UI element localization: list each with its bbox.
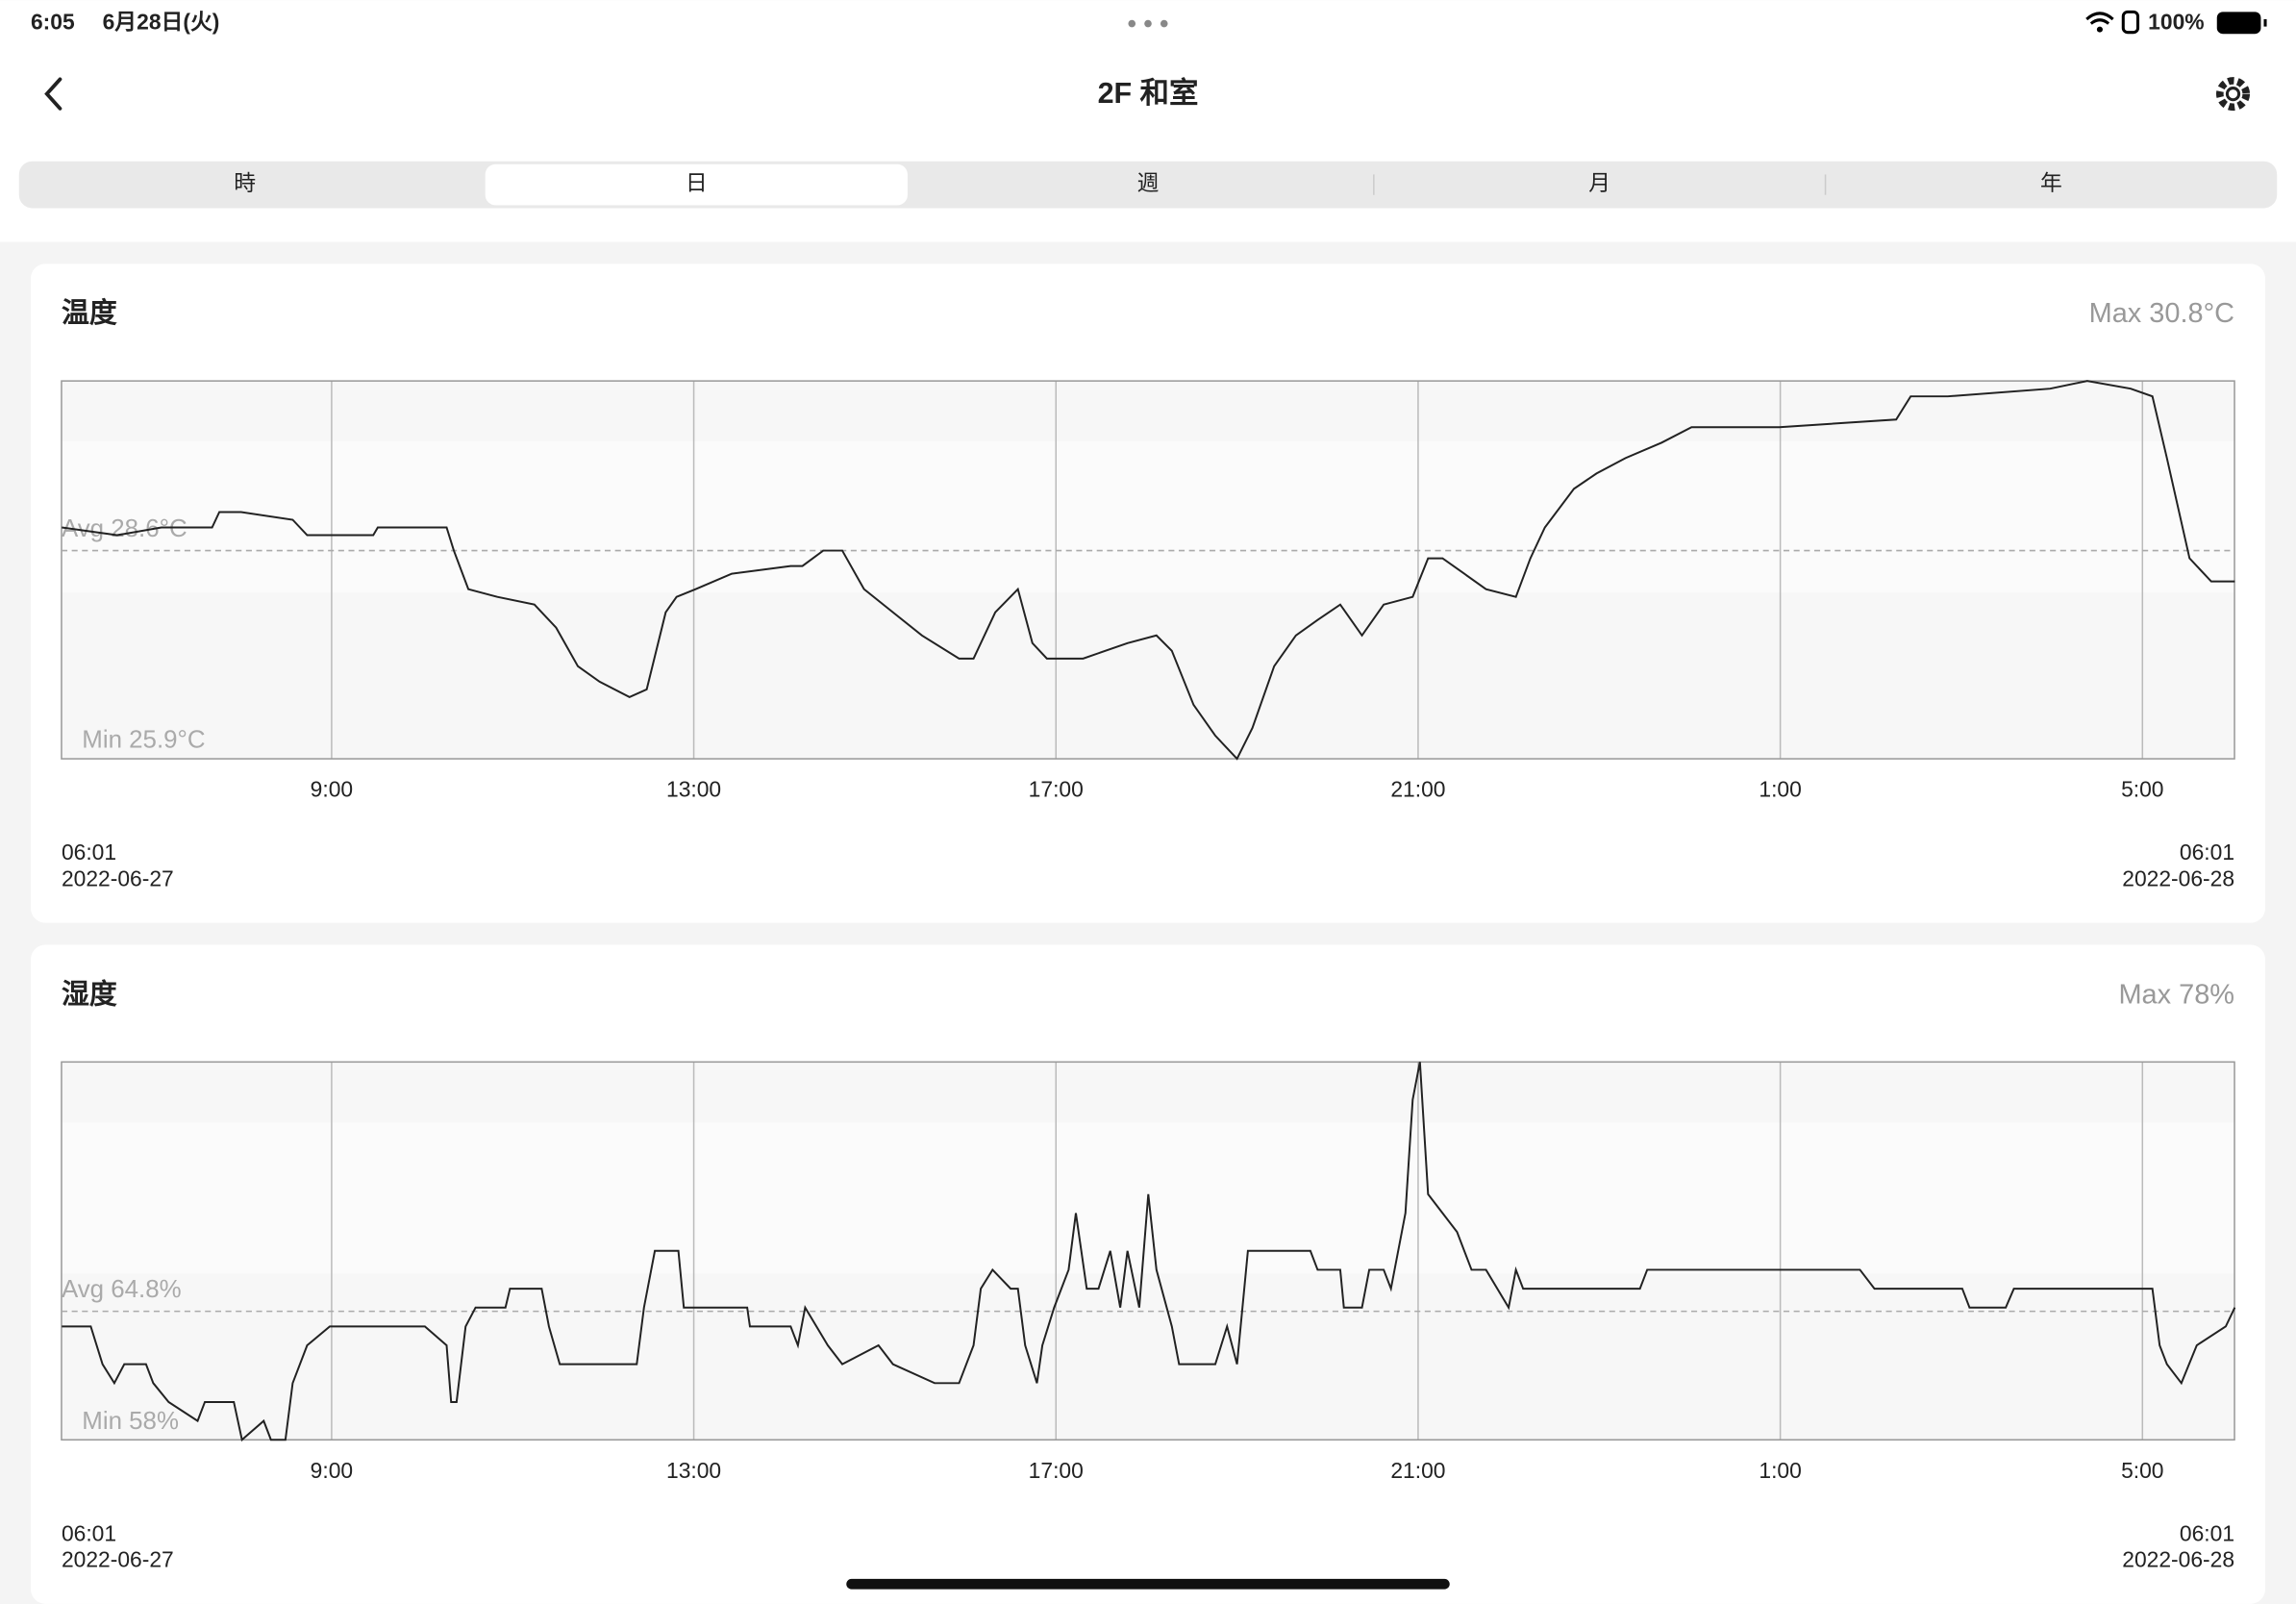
x-end-time: 06:01 xyxy=(2180,1520,2234,1545)
x-start-date: 2022-06-27 xyxy=(62,1547,174,1572)
tab[interactable]: 日 xyxy=(686,170,708,195)
multitask-dots xyxy=(1128,19,1168,28)
x-tick-label: 13:00 xyxy=(666,1458,721,1483)
x-tick-label: 5:00 xyxy=(2121,1458,2163,1483)
x-tick-label: 17:00 xyxy=(1029,1458,1084,1483)
battery-icon xyxy=(2216,12,2261,35)
tab[interactable]: 週 xyxy=(1137,170,1160,195)
status-date: 6月28日(火) xyxy=(103,10,220,35)
x-end-date: 2022-06-28 xyxy=(2122,866,2234,891)
status-time: 6:05 xyxy=(31,10,75,35)
home-indicator xyxy=(846,1578,1450,1590)
tab-selected xyxy=(485,163,908,206)
page-title: 2F 和室 xyxy=(1098,76,1199,110)
x-start-date: 2022-06-27 xyxy=(62,866,174,891)
battery-tip xyxy=(2263,18,2267,27)
chart-title: 湿度 xyxy=(62,979,117,1010)
chart-title: 温度 xyxy=(62,298,117,329)
avg-label: Avg 64.8% xyxy=(62,1276,182,1303)
x-tick-label: 9:00 xyxy=(311,1458,353,1483)
plot-border xyxy=(61,380,2235,760)
tab[interactable]: 時 xyxy=(234,170,256,195)
battery-percent: 100% xyxy=(2148,10,2204,35)
wifi-dot xyxy=(2096,26,2103,33)
x-end-date: 2022-06-28 xyxy=(2122,1547,2234,1572)
train-icon xyxy=(2121,10,2140,35)
x-start-time: 06:01 xyxy=(62,840,116,865)
max-label: Max 78% xyxy=(2118,979,2234,1010)
x-tick-label: 5:00 xyxy=(2121,777,2163,802)
plot-border xyxy=(61,1061,2235,1441)
max-label: Max 30.8°C xyxy=(2089,298,2234,329)
avg-label: Avg 28.6°C xyxy=(62,515,187,542)
x-start-time: 06:01 xyxy=(62,1520,116,1545)
min-label: Min 25.9°C xyxy=(82,727,205,754)
x-tick-label: 21:00 xyxy=(1390,777,1445,802)
tab[interactable]: 月 xyxy=(1588,170,1610,195)
min-label: Min 58% xyxy=(82,1408,179,1435)
x-tick-label: 9:00 xyxy=(311,777,353,802)
wifi-icon xyxy=(2085,12,2114,25)
x-tick-label: 1:00 xyxy=(1759,1458,1801,1483)
data-line xyxy=(62,1062,2236,1442)
x-tick-label: 21:00 xyxy=(1390,1458,1445,1483)
x-end-time: 06:01 xyxy=(2180,840,2234,865)
back-button[interactable] xyxy=(44,77,62,111)
data-line xyxy=(62,380,2235,761)
tab[interactable]: 年 xyxy=(2040,170,2062,195)
x-tick-label: 17:00 xyxy=(1029,777,1084,802)
plot-band xyxy=(61,441,2235,593)
x-tick-label: 1:00 xyxy=(1759,777,1801,802)
x-tick-label: 13:00 xyxy=(666,777,721,802)
